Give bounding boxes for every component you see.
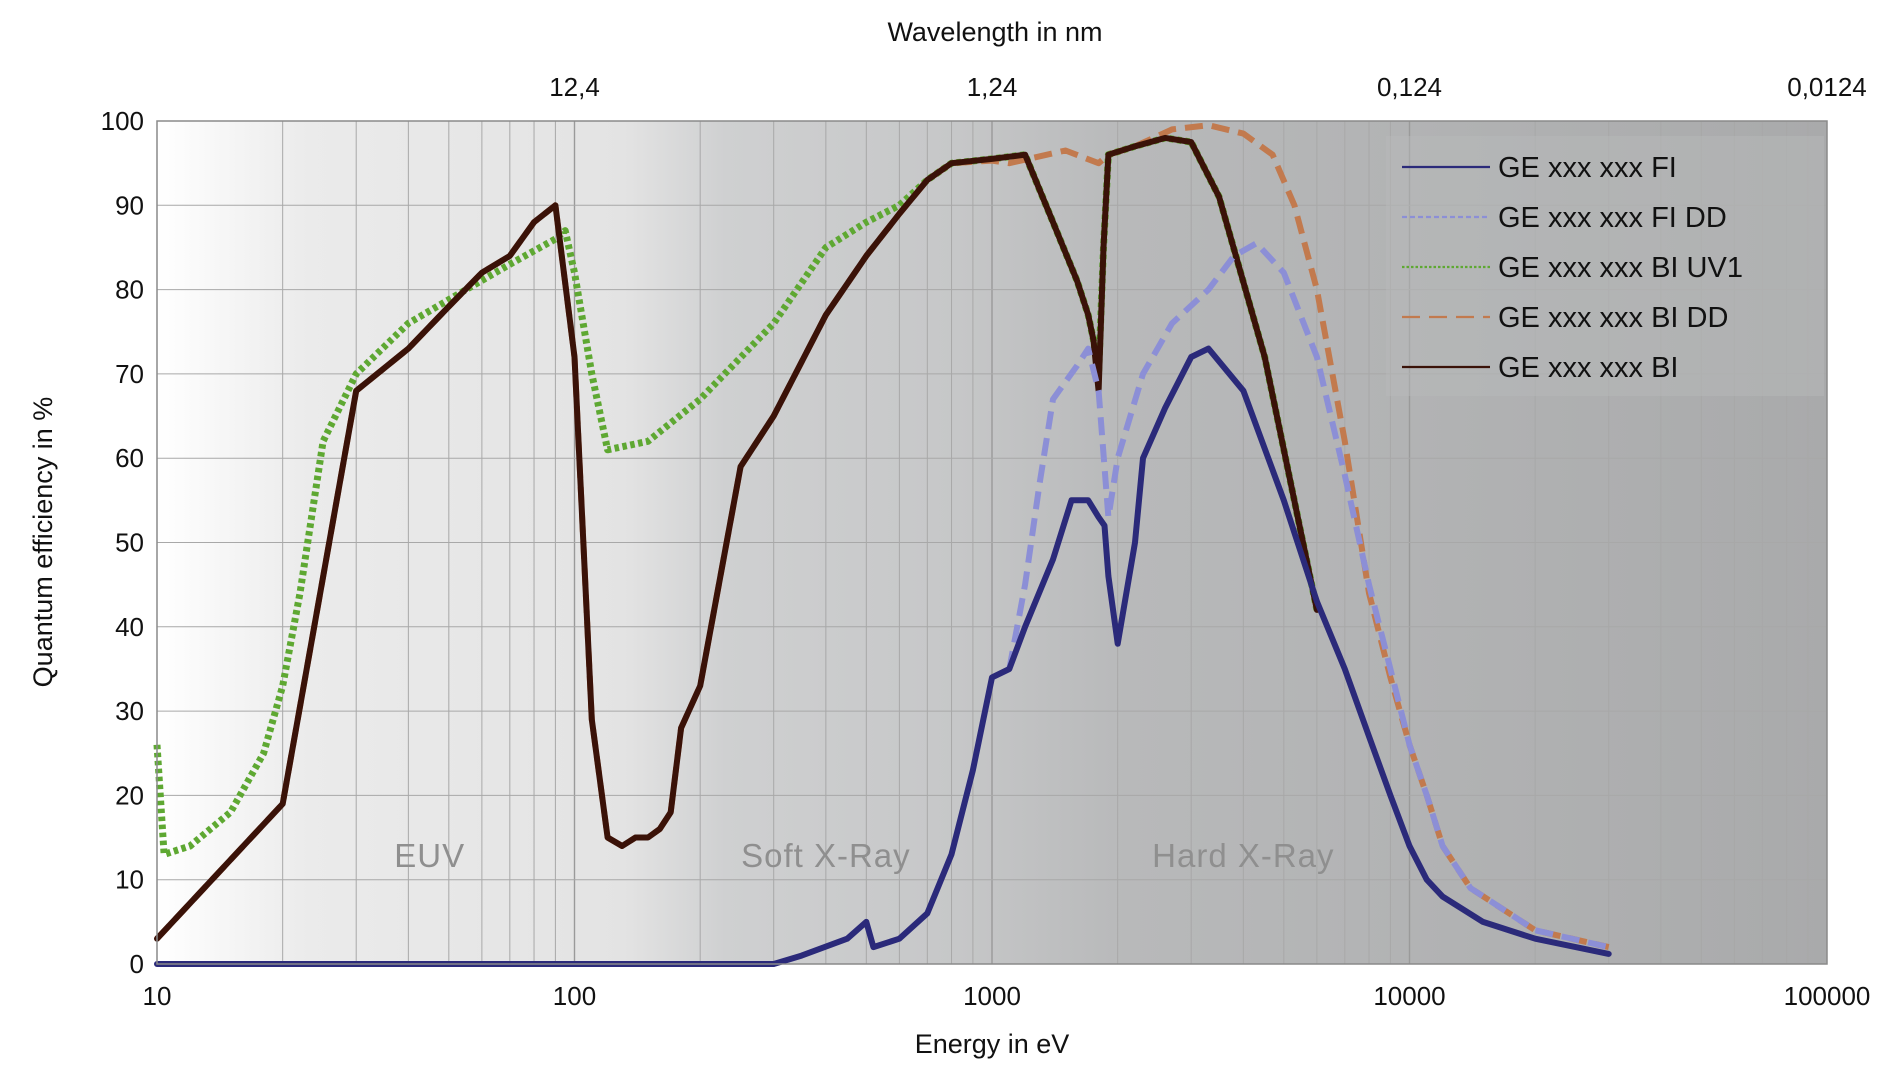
region-label: Soft X-Ray xyxy=(741,837,911,874)
plot-frame xyxy=(156,120,1828,965)
top-tick-label: 0,124 xyxy=(1377,72,1442,102)
y-tick-label: 0 xyxy=(130,949,144,979)
legend-box xyxy=(1386,136,1824,396)
legend-label: GE xxx xxx FI DD xyxy=(1498,202,1727,234)
x-tick-label: 100000 xyxy=(1784,981,1871,1011)
series-lines xyxy=(153,122,1612,967)
legend: GE xxx xxx FI GE xxx xxx FI DD GE xxx xxx … xyxy=(1386,136,1824,396)
series-line-ge-xxx-xxx-fi xyxy=(154,345,1612,967)
y-tick-label: 10 xyxy=(115,865,144,895)
top-tick-label: 0,0124 xyxy=(1787,72,1867,102)
region-labels: EUV Soft X-Ray Hard X-Ray xyxy=(394,837,1334,874)
top-tick-label: 1,24 xyxy=(967,72,1018,102)
y-axis-title: Quantum efficiency in % xyxy=(28,397,58,688)
y-tick-label: 60 xyxy=(115,443,144,473)
top-tick-label: 12,4 xyxy=(549,72,600,102)
region-label: EUV xyxy=(394,837,465,874)
series-line-ge-xxx-xxx-bi xyxy=(154,134,1320,942)
y-tick-label: 50 xyxy=(115,528,144,558)
region-label: Hard X-Ray xyxy=(1152,837,1334,874)
y-tick-label: 30 xyxy=(115,696,144,726)
top-axis-title: Wavelength in nm xyxy=(887,17,1102,47)
x-axis-title: Energy in eV xyxy=(915,1029,1070,1059)
y-tick-label: 20 xyxy=(115,780,144,810)
y-tick-label: 40 xyxy=(115,612,144,642)
legend-label: GE xxx xxx BI UV1 xyxy=(1498,252,1743,284)
legend-label: GE xxx xxx BI DD xyxy=(1498,302,1728,334)
y-tick-label: 70 xyxy=(115,359,144,389)
series-line-ge-xxx-xxx-fi-dd xyxy=(1006,240,1610,951)
y-tick-label: 80 xyxy=(115,275,144,305)
legend-label: GE xxx xxx FI xyxy=(1498,152,1677,184)
x-tick-label: 100 xyxy=(553,981,596,1011)
x-tick-label: 10 xyxy=(143,981,172,1011)
x-tick-label: 1000 xyxy=(963,981,1021,1011)
legend-label: GE xxx xxx BI xyxy=(1498,352,1678,384)
y-tick-label: 100 xyxy=(101,106,144,136)
y-tick-label: 90 xyxy=(115,190,144,220)
x-tick-label: 10000 xyxy=(1373,981,1445,1011)
